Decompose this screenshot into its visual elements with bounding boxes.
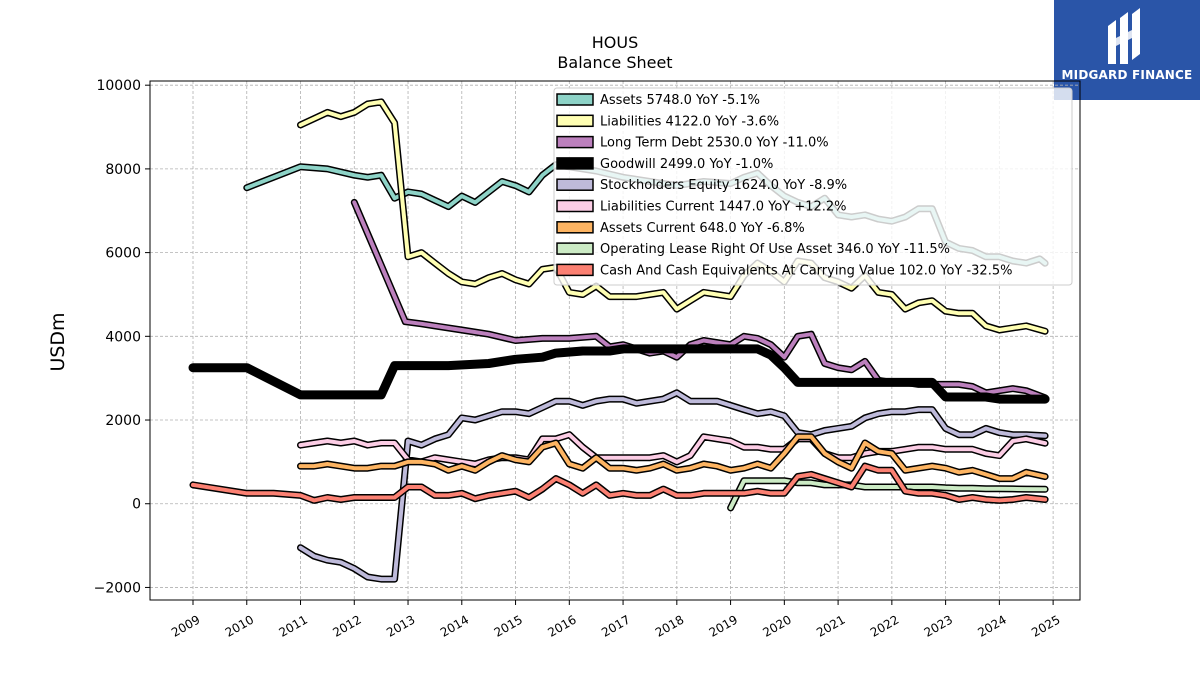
y-tick-label: 2000 bbox=[105, 413, 141, 429]
x-tick-label: 2014 bbox=[438, 612, 471, 639]
legend-box bbox=[553, 87, 1073, 286]
series-line-path bbox=[191, 464, 1048, 503]
x-tick-label: 2012 bbox=[330, 612, 363, 639]
y-tick-label: 10000 bbox=[96, 78, 141, 94]
series-line bbox=[350, 198, 1049, 402]
y-tick-label: 4000 bbox=[105, 329, 141, 345]
legend-swatch bbox=[556, 178, 594, 191]
legend: Assets 5748.0 YoY -5.1% Liabilities 4122.… bbox=[553, 87, 1073, 286]
series-line-path bbox=[298, 390, 1048, 582]
series-line bbox=[297, 389, 1049, 583]
y-axis-label: USDm bbox=[47, 312, 69, 371]
x-tick-label: 2024 bbox=[975, 612, 1008, 639]
legend-label: Goodwill 2499.0 YoY -1.0% bbox=[600, 157, 773, 172]
y-tick-label: 8000 bbox=[105, 162, 141, 178]
x-tick-label: 2010 bbox=[223, 612, 256, 639]
logo-brand-text: MIDGARD FINANCE bbox=[1061, 68, 1193, 82]
x-tick-label: 2017 bbox=[599, 612, 632, 639]
legend-swatch bbox=[556, 114, 594, 128]
series-line bbox=[189, 462, 1049, 504]
legend-swatch bbox=[556, 199, 594, 213]
legend-label: Liabilities Current 1447.0 YoY +12.2% bbox=[600, 200, 847, 215]
x-tick-label: 2009 bbox=[169, 612, 202, 639]
chart-subtitle: Balance Sheet bbox=[557, 53, 672, 72]
legend-label: Stockholders Equity 1624.0 YoY -8.9% bbox=[600, 178, 847, 193]
legend-swatch bbox=[556, 242, 594, 255]
legend-label: Operating Lease Right Of Use Asset 346.0… bbox=[600, 242, 950, 257]
y-tick-label: 6000 bbox=[105, 246, 141, 262]
legend-swatch bbox=[556, 93, 594, 106]
series-line bbox=[297, 98, 1049, 335]
x-tick-label: 2020 bbox=[760, 612, 793, 639]
legend-swatch bbox=[556, 263, 594, 277]
y-tick-label: 0 bbox=[132, 497, 141, 513]
series-line-path bbox=[298, 434, 1048, 481]
x-tick-label: 2021 bbox=[814, 612, 847, 639]
legend-swatch bbox=[556, 157, 594, 170]
x-tick-label: 2022 bbox=[868, 612, 901, 639]
chart-title: HOUS bbox=[592, 33, 639, 52]
y-axis: −2000 0 2000 4000 6000 8000 10000 bbox=[94, 78, 150, 596]
legend-label: Cash And Cash Equivalents At Carrying Va… bbox=[600, 263, 1012, 278]
series-line-path bbox=[298, 99, 1048, 334]
series-line-path bbox=[188, 344, 1050, 404]
series-line bbox=[727, 477, 1049, 512]
x-tick-label: 2018 bbox=[653, 612, 686, 639]
x-tick-label: 2013 bbox=[384, 612, 417, 639]
series-line-path bbox=[728, 478, 1048, 510]
x-tick-label: 2025 bbox=[1029, 612, 1062, 639]
x-axis: 2009 2010 2011 2012 2013 2014 2015 2016 2017 2018… bbox=[169, 600, 1063, 640]
series-line bbox=[188, 344, 1050, 404]
series-line-path bbox=[352, 200, 1048, 400]
x-tick-label: 2015 bbox=[492, 612, 525, 639]
y-tick-label: −2000 bbox=[94, 580, 141, 596]
legend-swatch bbox=[556, 221, 594, 234]
x-tick-label: 2019 bbox=[707, 612, 740, 639]
plot-frame bbox=[149, 80, 1081, 601]
x-tick-label: 2023 bbox=[922, 612, 955, 639]
midgard-finance-logo: MIDGARD FINANCE bbox=[1054, 0, 1200, 100]
series-line bbox=[297, 433, 1049, 483]
legend-label: Assets 5748.0 YoY -5.1% bbox=[600, 93, 760, 108]
x-tick-label: 2011 bbox=[277, 612, 310, 639]
midgard-logo-mark-icon bbox=[1108, 8, 1140, 64]
legend-swatch bbox=[556, 135, 594, 149]
legend-label: Liabilities 4122.0 YoY -3.6% bbox=[600, 114, 779, 129]
legend-label: Assets Current 648.0 YoY -6.8% bbox=[600, 221, 805, 236]
legend-label: Long Term Debt 2530.0 YoY -11.0% bbox=[600, 136, 829, 151]
x-tick-label: 2016 bbox=[545, 612, 578, 639]
